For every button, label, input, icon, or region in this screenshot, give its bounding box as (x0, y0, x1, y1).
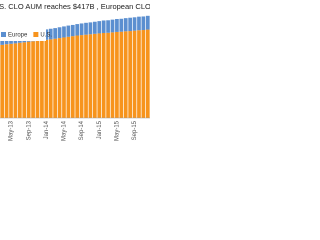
bar-segment (93, 21, 97, 34)
bar-segment (84, 22, 88, 35)
bar-segment (75, 24, 80, 36)
bar-segment (132, 17, 137, 31)
x-tick-label: Jan-14 (44, 120, 50, 139)
bar-segment (44, 29, 49, 40)
x-tick-label: Sep-13 (26, 120, 32, 140)
bar-segment (66, 36, 71, 118)
x-tick-label: Jan-15 (97, 120, 103, 139)
bar-segment (110, 19, 115, 33)
bar-segment (57, 38, 62, 118)
bar-segment (137, 30, 141, 118)
x-tick-label: Sep-14 (79, 120, 85, 140)
legend-label: U.S. (40, 33, 52, 39)
bar-segment (110, 32, 115, 118)
bar-segment (0, 44, 5, 118)
x-tick-label: Sep-15 (132, 120, 138, 140)
bar-segment (79, 35, 84, 118)
bar-segment (88, 22, 93, 35)
bar-segment (13, 43, 18, 118)
bar-segment (123, 31, 128, 118)
bar-segment (40, 40, 44, 118)
bar-segment (53, 28, 57, 39)
bar-segment (70, 24, 75, 37)
bar-segment (48, 39, 53, 118)
bar-segment (4, 44, 9, 118)
x-tick-label: May-13 (9, 120, 15, 141)
bar-segment (75, 35, 80, 119)
bar-segment (44, 39, 49, 118)
bar-segment (53, 38, 57, 118)
x-tick-label: May-14 (62, 120, 68, 141)
legend-swatch (33, 32, 39, 37)
bar-segment (106, 20, 110, 33)
bar-segment (123, 18, 128, 32)
chart-title: .S. CLO AUM reaches $417B , European CLO… (0, 2, 150, 11)
bar-segment (84, 34, 88, 118)
bar-segment (48, 28, 53, 40)
chart: .S. CLO AUM reaches $417B , European CLO… (0, 2, 178, 141)
bar-segment (31, 41, 35, 119)
bar-segment (79, 23, 84, 36)
bar-segment (115, 31, 119, 118)
bar-segment (101, 32, 106, 118)
bar-segment (132, 30, 137, 119)
bar-segment (9, 43, 13, 118)
bar-segment (22, 42, 27, 118)
bar-segment (119, 18, 124, 32)
bar-segment (101, 20, 106, 33)
bar-segment (106, 32, 110, 118)
bar-segment (26, 41, 31, 118)
x-tick-label: May-15 (114, 120, 120, 141)
bar-segment (57, 27, 62, 39)
bar-segment (88, 34, 93, 119)
bar-segment (145, 29, 150, 118)
bar-segment (97, 33, 102, 118)
bar-segment (128, 17, 132, 32)
bar-segment (66, 25, 71, 37)
bar-segment (145, 15, 150, 30)
bar-segment (62, 37, 66, 118)
bar-segment (141, 30, 146, 118)
bar-segment (97, 21, 102, 34)
bar-segment (119, 31, 124, 118)
bar-segment (128, 31, 132, 118)
bar-segment (62, 26, 66, 38)
legend-swatch (1, 32, 6, 37)
legend-label: Europe (8, 33, 28, 39)
bar-segment (35, 40, 40, 118)
bar-segment (141, 16, 146, 31)
bar-segment (93, 33, 97, 118)
bar-segment (137, 16, 141, 31)
bar-segment (115, 18, 119, 32)
bar-segment (70, 36, 75, 118)
bar-segment (18, 42, 22, 118)
